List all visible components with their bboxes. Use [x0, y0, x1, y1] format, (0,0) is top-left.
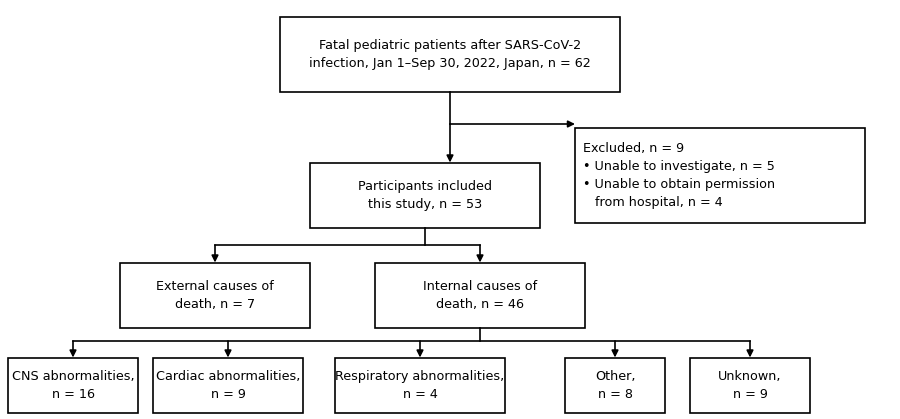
Bar — [120, 262, 310, 328]
Bar — [335, 357, 505, 412]
Bar — [575, 127, 865, 222]
Text: Other,
n = 8: Other, n = 8 — [595, 370, 635, 401]
Text: Internal causes of
death, n = 46: Internal causes of death, n = 46 — [423, 279, 537, 310]
Text: Excluded, n = 9
• Unable to investigate, n = 5
• Unable to obtain permission
   : Excluded, n = 9 • Unable to investigate,… — [583, 142, 775, 209]
Text: Unknown,
n = 9: Unknown, n = 9 — [718, 370, 782, 401]
Text: Cardiac abnormalities,
n = 9: Cardiac abnormalities, n = 9 — [156, 370, 301, 401]
Bar — [280, 18, 620, 93]
Bar — [690, 357, 810, 412]
Text: Participants included
this study, n = 53: Participants included this study, n = 53 — [358, 179, 492, 210]
Text: Fatal pediatric patients after SARS-CoV-2
infection, Jan 1–Sep 30, 2022, Japan, : Fatal pediatric patients after SARS-CoV-… — [309, 39, 591, 70]
Bar — [8, 357, 138, 412]
Bar — [310, 163, 540, 228]
Bar — [375, 262, 585, 328]
Text: Respiratory abnormalities,
n = 4: Respiratory abnormalities, n = 4 — [336, 370, 505, 401]
Bar — [153, 357, 303, 412]
Bar — [565, 357, 665, 412]
Text: External causes of
death, n = 7: External causes of death, n = 7 — [156, 279, 274, 310]
Text: CNS abnormalities,
n = 16: CNS abnormalities, n = 16 — [12, 370, 134, 401]
